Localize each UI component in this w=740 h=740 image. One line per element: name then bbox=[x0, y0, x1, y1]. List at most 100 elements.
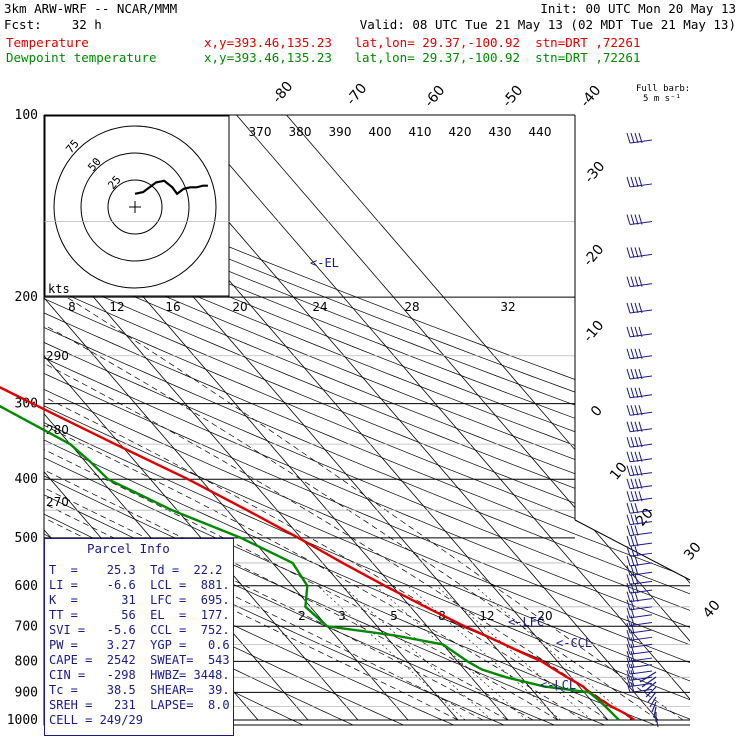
theta-label: 420 bbox=[449, 125, 472, 139]
hodograph-ring bbox=[107, 179, 163, 235]
hodograph-unit: kts bbox=[48, 282, 70, 296]
mixing-ratio-label: 5 bbox=[390, 609, 398, 623]
wind-barb-flag bbox=[626, 670, 631, 681]
dry-adiabat bbox=[44, 115, 690, 725]
wind-barb-flag bbox=[626, 176, 631, 188]
dewpoint-profile bbox=[0, 404, 620, 721]
mixing-ratio-label: 2 bbox=[298, 609, 306, 623]
isotherm-label: -50 bbox=[499, 83, 526, 111]
mixing-ratio-label: 32 bbox=[500, 300, 515, 314]
isotherm-label: -30 bbox=[581, 159, 608, 187]
pressure-tick-label: 400 bbox=[15, 472, 38, 487]
wind-barb-flag bbox=[630, 478, 635, 489]
wind-barb-flag bbox=[634, 565, 639, 576]
dry-adiabat bbox=[44, 115, 690, 725]
wind-barb-flag bbox=[630, 676, 635, 687]
dry-adiabat bbox=[44, 115, 690, 725]
dry-adiabat-label: 280 bbox=[46, 423, 69, 437]
isotherm-label: 30 bbox=[681, 539, 705, 563]
dry-adiabat bbox=[44, 115, 690, 725]
wind-barb-flag bbox=[626, 644, 631, 655]
theta-label: 390 bbox=[329, 125, 352, 139]
wind-barb-flag bbox=[630, 650, 635, 662]
wind-barb-flag bbox=[638, 451, 643, 462]
wind-barb bbox=[649, 696, 657, 708]
wind-barb-flag bbox=[634, 421, 639, 432]
isotherm bbox=[236, 115, 690, 721]
wind-barb-flag bbox=[634, 582, 639, 594]
parcel-row: PW = 3.27 YGP = 0.6 bbox=[49, 638, 230, 652]
wind-barb-flag bbox=[630, 514, 635, 525]
dry-adiabat bbox=[44, 115, 690, 725]
isotherm bbox=[44, 115, 409, 721]
wind-barb bbox=[651, 701, 657, 713]
hodograph bbox=[44, 115, 230, 297]
wind-barb-flag bbox=[634, 387, 639, 398]
moist-adiabat bbox=[44, 296, 459, 721]
location-temperature: x,y=393.46,135.23 lat,lon= 29.37,-100.92… bbox=[204, 35, 641, 50]
wind-barb bbox=[653, 706, 657, 718]
wind-barb bbox=[645, 686, 657, 698]
isotherm bbox=[286, 115, 690, 721]
wind-barb-flag bbox=[634, 176, 639, 188]
pressure-tick-label: 300 bbox=[15, 397, 38, 412]
mixing-ratio-label: 20 bbox=[232, 300, 247, 314]
wind-barb-flag bbox=[630, 615, 635, 626]
wind-barb-flag bbox=[626, 630, 631, 641]
hodograph-frame bbox=[44, 115, 230, 297]
wind-barb bbox=[647, 691, 657, 703]
isotherm-label: 40 bbox=[700, 597, 724, 621]
wind-barb-flag bbox=[626, 657, 631, 668]
isotherm bbox=[44, 115, 459, 721]
wind-barb-flag bbox=[634, 535, 639, 547]
wind-barb-flag bbox=[626, 368, 631, 380]
dry-adiabat bbox=[44, 115, 690, 725]
wind-barb-flag bbox=[626, 615, 631, 626]
wind-barb-flag bbox=[630, 607, 635, 618]
lcl-marker: <-LCL bbox=[540, 678, 577, 692]
wind-barb bbox=[643, 681, 657, 693]
parcel-row: K = 31 LFC = 695. bbox=[49, 593, 230, 607]
hodograph-trace bbox=[134, 179, 208, 196]
wind-barb-flag bbox=[630, 132, 635, 144]
wind-barb-flag bbox=[630, 421, 635, 432]
wind-barb-flag bbox=[626, 405, 631, 416]
wind-barb-flag bbox=[626, 491, 631, 502]
wind-barb-flag bbox=[630, 657, 635, 668]
wind-barb-flag bbox=[630, 405, 635, 416]
mixing-ratio-label: 28 bbox=[404, 300, 419, 314]
pressure-tick-label: 900 bbox=[15, 685, 38, 700]
wind-barb-flag bbox=[630, 582, 635, 594]
wind-barb-flag bbox=[638, 478, 643, 489]
wind-barb-flag bbox=[626, 565, 631, 576]
mixing-ratio-line bbox=[342, 585, 492, 721]
location-dewpoint: x,y=393.46,135.23 lat,lon= 29.37,-100.92… bbox=[204, 50, 641, 65]
wind-barb-flag bbox=[630, 546, 635, 557]
theta-label: 370 bbox=[249, 125, 272, 139]
wind-barb-flag bbox=[630, 176, 635, 188]
wind-barb-flag bbox=[638, 491, 643, 502]
wind-barb-flag bbox=[634, 247, 639, 258]
parcel-row: TT = 56 EL = 177. bbox=[49, 608, 230, 622]
wind-barb-flag bbox=[634, 405, 639, 416]
wind-barb-flag bbox=[626, 525, 631, 536]
parcel-row: Tc = 38.5 SHEAR= 39. bbox=[49, 683, 230, 697]
wind-barb bbox=[641, 676, 657, 688]
wind-barb-flag bbox=[634, 503, 639, 514]
wind-barb-flag bbox=[626, 514, 631, 525]
wind-barb-flag bbox=[638, 437, 643, 448]
wind-barb-flag bbox=[634, 214, 639, 225]
wind-barb-flag bbox=[630, 599, 635, 610]
dry-adiabat bbox=[44, 115, 690, 725]
pressure-tick-label: 500 bbox=[15, 531, 38, 546]
wind-barb-flag bbox=[630, 663, 635, 675]
wind-barb-flag bbox=[630, 622, 635, 634]
mixing-ratio-line bbox=[375, 585, 527, 721]
isotherm-label: -40 bbox=[577, 83, 604, 111]
wind-barb-flag bbox=[638, 405, 643, 416]
wind-barbs bbox=[626, 132, 659, 728]
dry-adiabat bbox=[44, 115, 690, 725]
model-title: 3km ARW-WRF -- NCAR/MMM bbox=[4, 1, 178, 16]
mixing-ratio-label: 3 bbox=[338, 609, 346, 623]
